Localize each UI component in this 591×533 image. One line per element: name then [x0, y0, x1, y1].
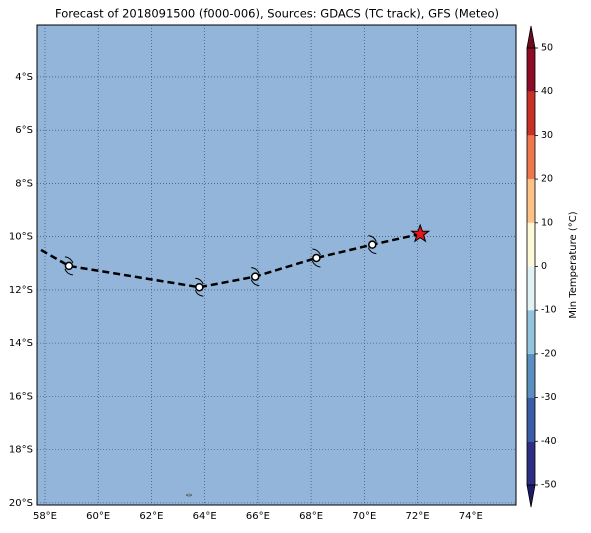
storm-arc: [311, 248, 321, 268]
y-tick-label: 14°S: [9, 338, 33, 349]
storm-arc: [64, 256, 74, 276]
colorbar-segment: [527, 91, 535, 136]
storm-arc: [194, 277, 204, 297]
x-tick-label: 72°E: [406, 511, 430, 522]
current-position-star: [410, 223, 431, 243]
colorbar-segment: [527, 397, 535, 442]
storm-arc: [367, 235, 377, 255]
storm-point: [368, 240, 377, 249]
colorbar-segment: [527, 135, 535, 180]
x-tick-label: 66°E: [246, 511, 270, 522]
storm-point: [64, 261, 74, 271]
colorbar-segment: [527, 222, 535, 267]
colorbar-segment: [527, 310, 535, 354]
colorbar-tick-label: 50: [541, 43, 553, 54]
colorbar-tick-label: 20: [541, 174, 553, 185]
colorbar-tick-label: -40: [541, 436, 557, 447]
colorbar-tick-label: 0: [541, 261, 547, 272]
y-tick-label: 12°S: [9, 285, 33, 296]
y-tick-label: 4°S: [15, 72, 33, 83]
colorbar-segment: [527, 179, 535, 223]
map-frame: [36, 24, 517, 506]
colorbar-tick-label: 30: [541, 130, 553, 141]
x-tick-label: 60°E: [86, 511, 110, 522]
x-tick-label: 68°E: [299, 511, 323, 522]
colorbar-under: [526, 484, 536, 508]
storm-point: [312, 253, 321, 263]
storm-arc: [250, 267, 260, 287]
y-tick-label: 18°S: [9, 445, 33, 456]
x-tick-label: 64°E: [193, 511, 217, 522]
y-tick-label: 16°S: [9, 391, 33, 402]
colorbar-over: [526, 25, 536, 49]
y-tick-label: 6°S: [15, 125, 33, 136]
colorbar-segment: [527, 441, 535, 485]
colorbar-tick-label: -50: [541, 480, 557, 491]
x-tick-label: 58°E: [33, 511, 57, 522]
colorbar-tick-label: -30: [541, 392, 557, 403]
title: Forecast of 2018091500 (f000-006), Sourc…: [55, 7, 499, 21]
x-tick-label: 70°E: [352, 511, 376, 522]
island: [186, 493, 192, 497]
colorbar-label: Min Temperature (°C): [568, 211, 579, 318]
storm-point: [195, 282, 204, 292]
colorbar-segment: [527, 353, 535, 398]
colorbar-segment: [527, 48, 535, 92]
colorbar-tick-label: -20: [541, 348, 557, 359]
colorbar-segment: [527, 266, 535, 311]
colorbar-tick-label: 40: [541, 86, 553, 97]
x-tick-label: 62°E: [139, 511, 163, 522]
y-tick-label: 8°S: [15, 178, 33, 189]
colorbar-tick-label: 10: [541, 217, 553, 228]
ocean: [37, 25, 516, 505]
y-tick-label: 10°S: [9, 232, 33, 243]
x-tick-label: 74°E: [459, 511, 483, 522]
storm-point: [250, 272, 260, 281]
y-tick-label: 20°S: [9, 498, 33, 509]
colorbar-tick-label: -10: [541, 305, 557, 316]
